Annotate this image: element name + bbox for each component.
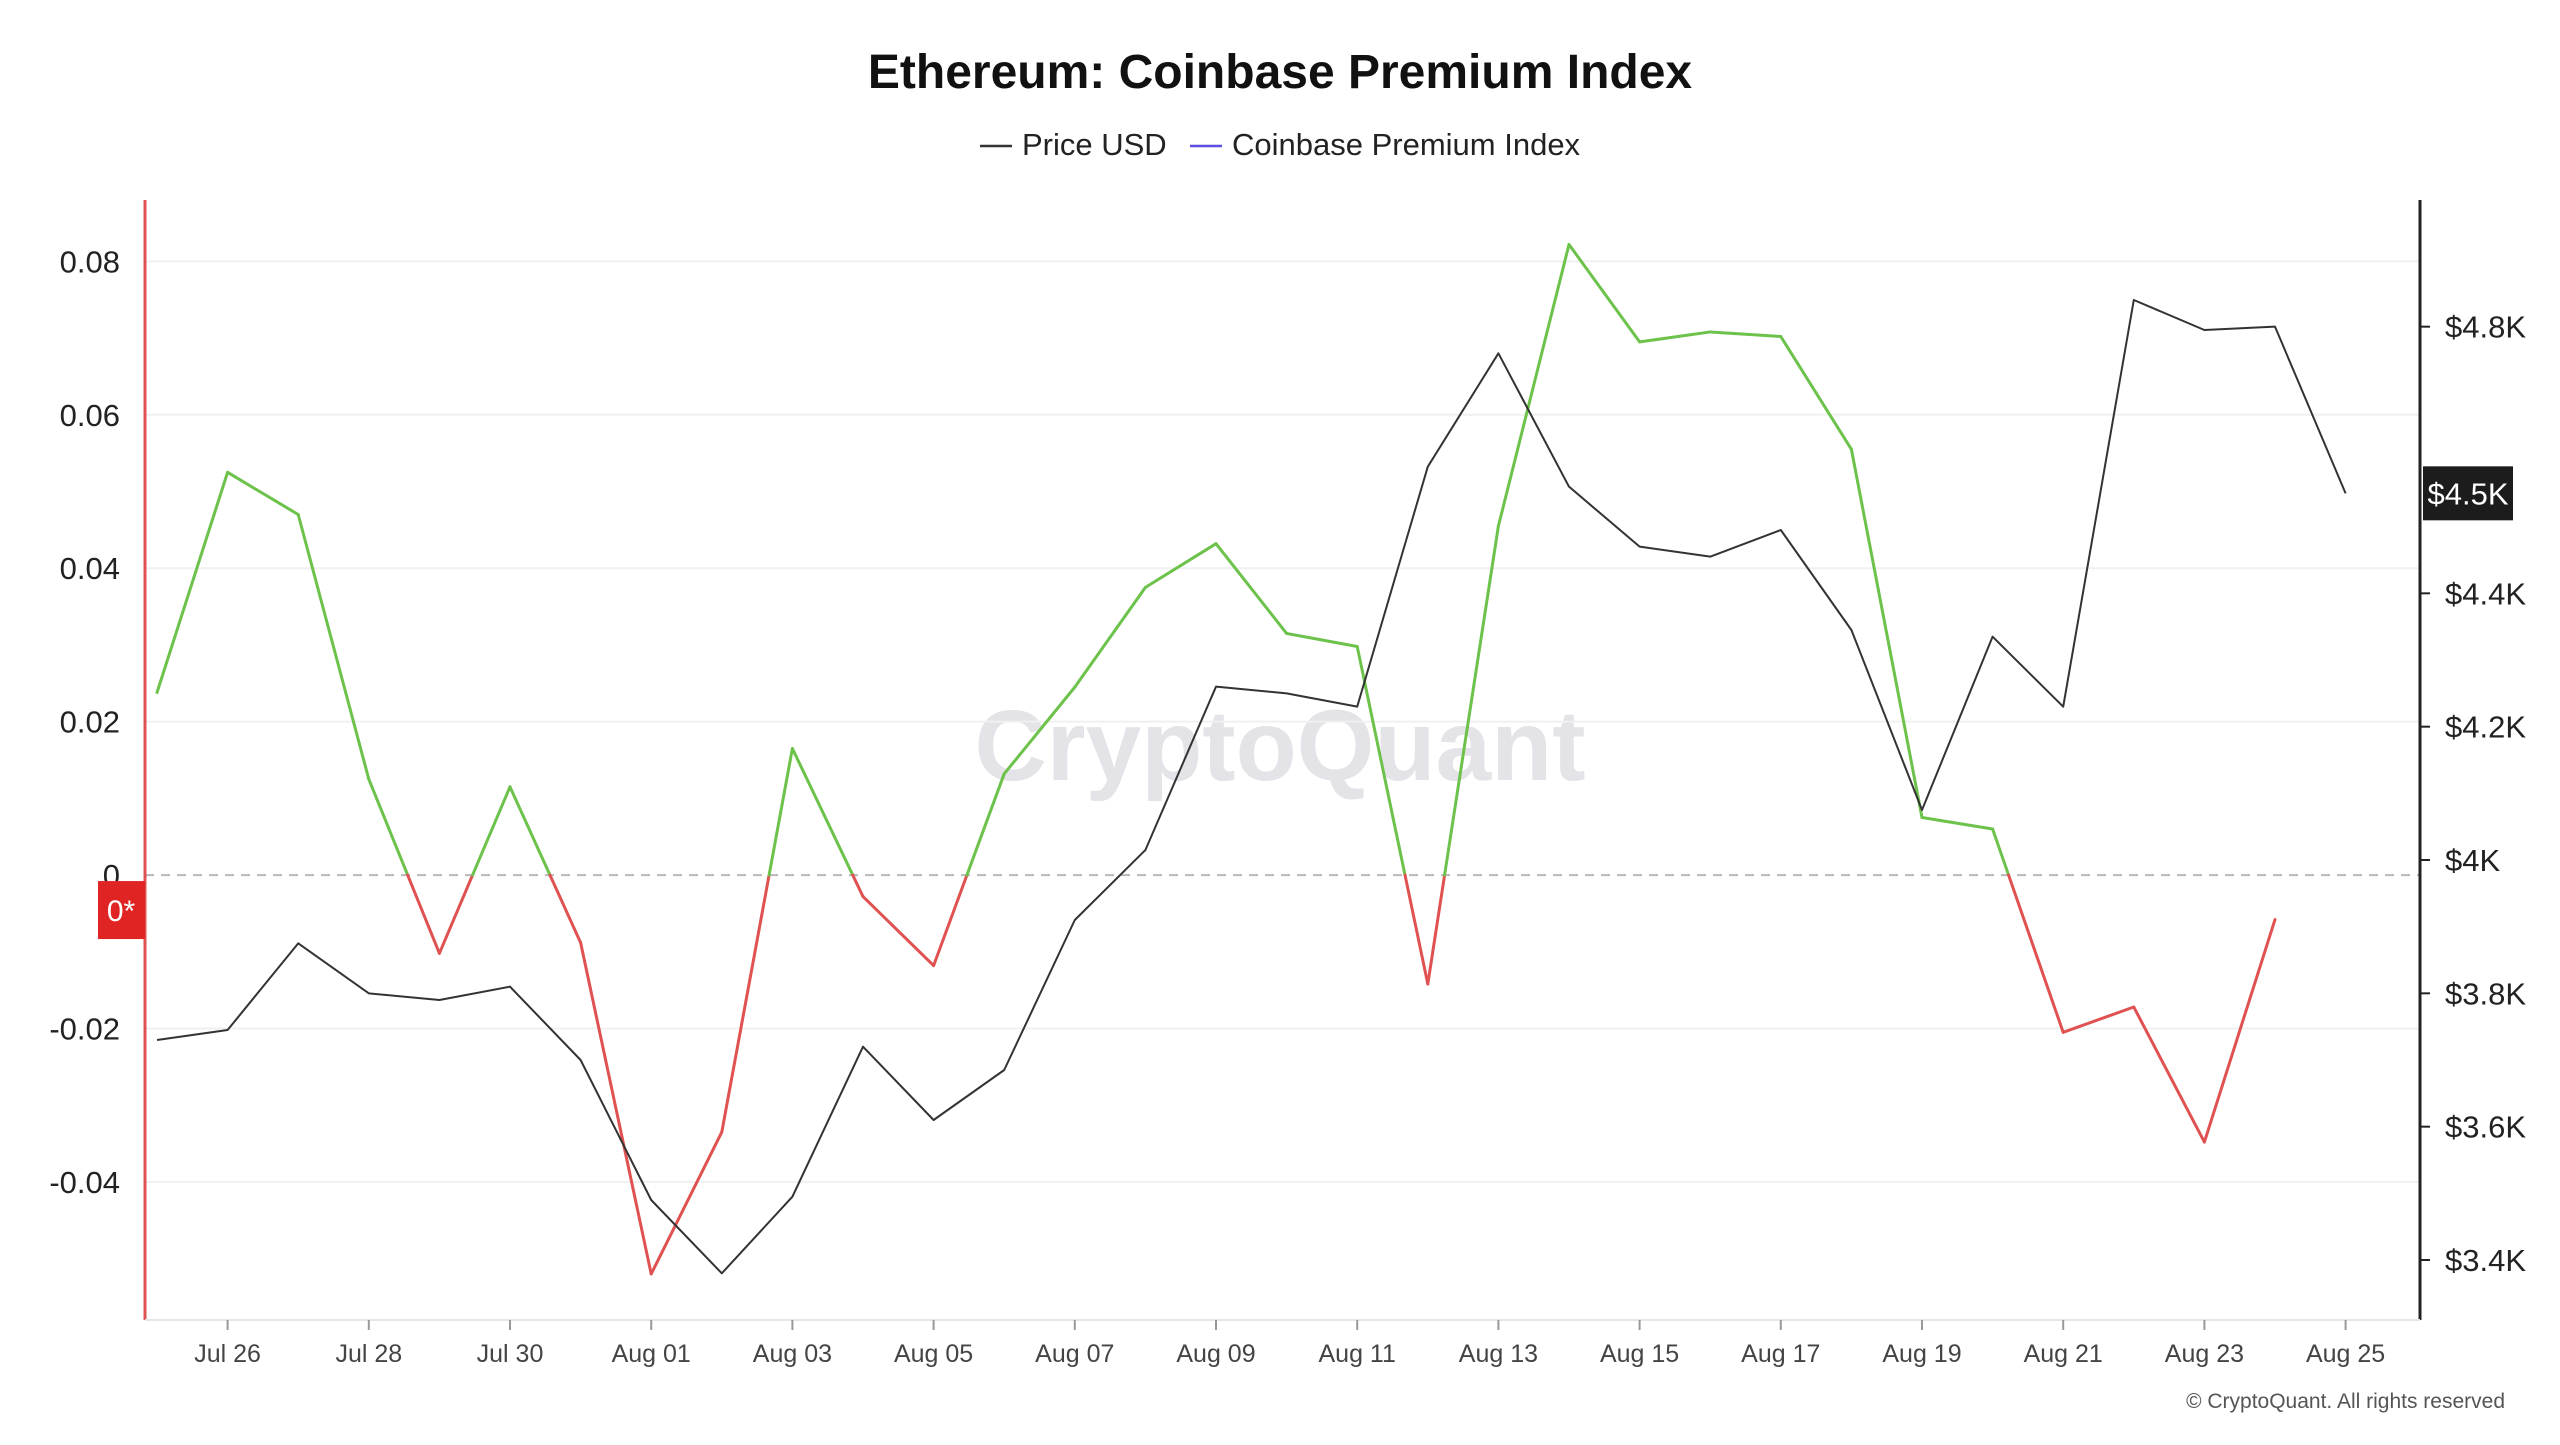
x-tick-label-6: Aug 07 [1035,1340,1114,1368]
current-price-badge-bg [2423,466,2513,521]
x-tick-label-5: Aug 05 [894,1340,973,1368]
grid-lines [145,260,2420,1183]
premium-segment-9 [579,941,653,1276]
premium-segment-25 [1426,873,1447,986]
premium-segment-5 [437,873,475,955]
premium-segment-20 [1143,542,1218,589]
x-tick-label-7: Aug 09 [1176,1340,1255,1368]
y-left-tick-2: 0.04 [60,551,120,586]
y-left-tick-1: 0.06 [60,398,120,433]
premium-segment-16 [932,873,969,968]
x-tick-label-14: Aug 23 [2165,1340,2244,1368]
x-tick-label-9: Aug 13 [1459,1340,1538,1368]
y-right-tick-5: $3.8K [2445,976,2526,1011]
legend-label-1: Coinbase Premium Index [1232,127,1581,162]
premium-segment-22 [1285,631,1359,648]
premium-segment-14 [851,873,865,899]
x-tick-label-15: Aug 25 [2306,1340,2385,1368]
x-tick-label-3: Aug 01 [612,1340,691,1368]
premium-segment-19 [1073,585,1147,689]
x-tick-label-13: Aug 21 [2024,1340,2103,1368]
premium-segment-15 [861,895,936,968]
y-left-tick-3: 0.02 [60,705,120,740]
legend: Price USD Coinbase Premium Index [980,127,1581,162]
premium-segment-4 [406,873,441,955]
premium-segment-6 [471,785,512,877]
premium-segment-30 [1708,330,1783,339]
premium-segment-7 [508,785,552,877]
x-tick-label-2: Jul 30 [477,1340,544,1368]
premium-segment-29 [1638,330,1712,344]
y-right-tick-4: $4K [2445,843,2500,878]
x-tick-label-4: Aug 03 [753,1340,832,1368]
premium-segment-28 [1567,242,1642,344]
premium-segment-27 [1496,242,1571,528]
premium-segment-26 [1443,524,1500,877]
price-usd-line [156,299,2347,1275]
premium-segment-24 [1403,873,1430,986]
premium-segment-12 [767,746,794,877]
premium-segment-21 [1214,542,1289,635]
x-tick-label-1: Jul 28 [335,1340,402,1368]
current-price-badge: $4.5K [2427,476,2508,511]
premium-segment-37 [2132,1005,2206,1144]
premium-segment-10 [649,1130,724,1276]
premium-segment-8 [548,873,583,945]
x-tick-label-8: Aug 11 [1319,1340,1396,1368]
zero-marker-label: 0* [107,895,136,928]
y-left-tick-6: -0.04 [49,1165,120,1200]
premium-segment-31 [1779,335,1853,451]
premium-segment-13 [790,746,855,877]
y-left-tick-0: 0.08 [60,244,120,279]
x-tick-label-11: Aug 17 [1741,1340,1820,1368]
chart-title: Ethereum: Coinbase Premium Index [868,46,1693,99]
premium-segment-17 [965,772,1006,877]
legend-label-0: Price USD [1022,127,1167,162]
premium-segment-2 [296,513,371,781]
axes [143,200,2422,1321]
premium-segment-34 [1991,827,2011,877]
x-tick-label-0: Jul 26 [194,1340,261,1368]
premium-segment-33 [1920,816,1995,831]
zero-marker-bg [98,881,145,940]
data-lines [155,242,2347,1276]
y-right-tick-2: $4.4K [2445,576,2526,611]
premium-segment-32 [1849,447,1924,820]
y-right-tick-7: $3.4K [2445,1243,2526,1278]
copyright-text: © CryptoQuant. All rights reserved [2186,1390,2505,1413]
premium-segment-1 [226,470,300,517]
premium-segment-0 [155,470,230,694]
y-left-tick-5: -0.02 [49,1011,120,1046]
watermark: CryptoQuant [974,690,1585,802]
y-right-tick-0: $4.8K [2445,310,2526,345]
premium-segment-23 [1355,644,1407,877]
premium-segment-38 [2202,918,2277,1144]
premium-segment-18 [1002,685,1077,776]
y-right-tick-6: $3.6K [2445,1110,2526,1145]
premium-segment-35 [2007,873,2065,1034]
premium-segment-11 [720,873,771,1134]
x-tick-label-10: Aug 15 [1600,1340,1679,1368]
premium-segment-3 [367,777,410,877]
x-tick-label-12: Aug 19 [1882,1340,1961,1368]
y-right-tick-3: $4.2K [2445,710,2526,745]
premium-segment-36 [2061,1005,2136,1034]
